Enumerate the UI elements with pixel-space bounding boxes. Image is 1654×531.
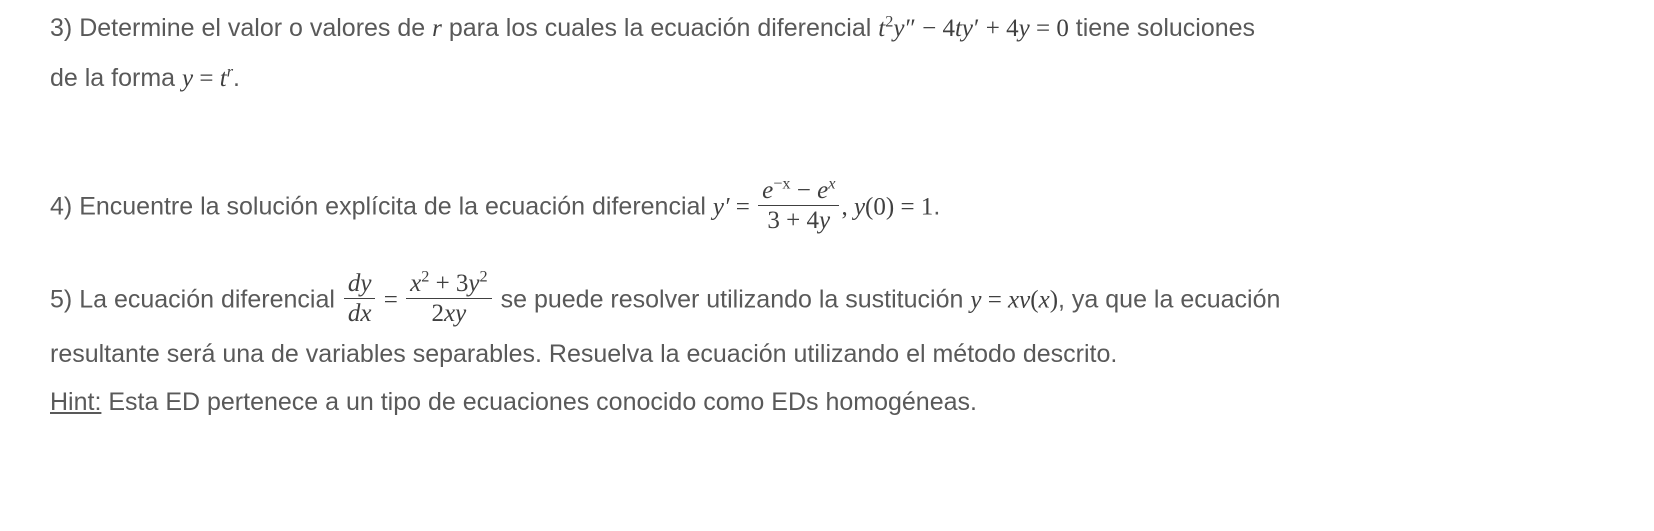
eq4n-minus: − — [791, 177, 818, 204]
eq4d-y: y — [819, 207, 830, 234]
eq4d-3: 3 — [767, 207, 780, 234]
eq4d-4: 4 — [807, 207, 820, 234]
problem-3-var-r: r — [432, 15, 442, 42]
eq5n-2b: 2 — [480, 267, 488, 285]
problem-5-rhs-num: x2 + 3y2 — [406, 270, 492, 300]
problem-5: 5) La ecuación diferencial dydx = x2 + 3… — [50, 272, 1604, 428]
eq5s-y: y — [970, 286, 981, 313]
eq3b-t: t — [220, 65, 227, 92]
problem-5-hint-label: Hint: — [50, 388, 101, 416]
problem-4-text-1: Encuentre la solución explícita de la ec… — [79, 192, 713, 220]
eq5d-y: y — [455, 300, 466, 327]
eq3-y2: y — [962, 15, 973, 42]
eq5s-v: v — [1019, 286, 1030, 313]
eq5n-plus: + — [429, 270, 456, 297]
problem-4-frac-den: 3 + 4y — [758, 206, 839, 235]
eq3-dprime: ″ — [904, 15, 915, 42]
eq5n-3: 3 — [456, 270, 469, 297]
problem-5-eq: = — [377, 286, 404, 313]
problem-5-rhs-frac: x2 + 3y22xy — [404, 270, 494, 328]
eq5s-eq: = — [981, 286, 1008, 313]
problem-5-line2: resultante será una de variables separab… — [50, 340, 1117, 368]
eq4-ic-y: y — [854, 193, 865, 220]
eq5d-2: 2 — [432, 300, 445, 327]
problem-4-eq: = — [729, 193, 756, 220]
problem-4-lhs: y′ — [713, 193, 730, 220]
eq4-ic-0: 0 — [873, 193, 886, 220]
problem-3-text-1: Determine el valor o valores de — [79, 14, 432, 42]
eq4n-e2: e — [817, 177, 828, 204]
problem-3-text-2: para los cuales la ecuación diferencial — [442, 14, 878, 42]
eq4n-negx-t: −x — [773, 174, 790, 192]
eq3b-y: y — [182, 65, 193, 92]
eq3-plus: + — [980, 15, 1007, 42]
problem-4-frac-num: e−x − ex — [758, 177, 839, 207]
eq3-minus1: − — [916, 15, 943, 42]
eq3-y3: y — [1019, 15, 1030, 42]
problem-3-line2-text: de la forma — [50, 64, 182, 92]
eq5s-o: ( — [1030, 286, 1038, 313]
eq3-y1: y — [893, 15, 904, 42]
eq5n-y: y — [468, 270, 479, 297]
problem-5-text-3: , ya que la ecuación — [1058, 285, 1280, 313]
problem-3-equation: t2y″ − 4ty′ + 4y = 0 — [878, 15, 1069, 42]
problem-4-period: . — [933, 192, 940, 220]
eq3-four2: 4 — [1006, 15, 1019, 42]
problem-4: 4) Encuentre la solución explícita de la… — [50, 179, 1604, 237]
eq3b-eq: = — [193, 65, 220, 92]
eq3-t2: t — [955, 15, 962, 42]
problem-3-number: 3) — [50, 14, 72, 42]
problem-4-ic: y(0) = 1 — [854, 193, 933, 220]
problem-5-text-2: se puede resolver utilizando la sustituc… — [494, 285, 971, 313]
eq5d-x: x — [444, 300, 455, 327]
problem-5-rhs-den: 2xy — [406, 299, 492, 328]
eq4n-negx: −x — [773, 174, 790, 192]
problem-3: 3) Determine el valor o valores de r par… — [50, 4, 1604, 104]
document-page: 3) Determine el valor o valores de r par… — [0, 0, 1654, 531]
eq4-ic-c: ) — [886, 193, 894, 220]
eq4d-plus: + — [780, 207, 807, 234]
eq4n-e1: e — [762, 177, 773, 204]
eq4-lhs-y: y′ — [713, 193, 730, 220]
problem-4-fraction: e−x − ex3 + 4y — [756, 177, 841, 235]
eq4n-x: x — [828, 174, 835, 192]
eq4-ic-eq1: = 1 — [894, 193, 933, 220]
problem-5-number: 5) — [50, 285, 72, 313]
problem-5-subst: y = xv(x) — [970, 286, 1058, 313]
problem-3-period: . — [233, 64, 240, 92]
problem-3-text-3: tiene soluciones — [1069, 14, 1255, 42]
eq5s-c: ) — [1050, 286, 1058, 313]
eq5s-x2: x — [1039, 286, 1050, 313]
problem-5-lhs-frac: dydx — [342, 270, 378, 328]
eq5-lhs-num: dy — [344, 270, 376, 300]
eq3-four1: 4 — [942, 15, 955, 42]
eq3-eq0: = 0 — [1030, 15, 1069, 42]
eq5s-x: x — [1008, 286, 1019, 313]
problem-4-comma: , — [841, 193, 854, 220]
eq5n-x: x — [410, 270, 421, 297]
problem-5-text-1: La ecuación diferencial — [79, 285, 342, 313]
eq5-lhs-den: dx — [344, 299, 376, 328]
problem-4-number: 4) — [50, 192, 72, 220]
problem-5-hint-text: Esta ED pertenece a un tipo de ecuacione… — [101, 388, 977, 416]
problem-3-sol-form: y = tr — [182, 65, 233, 92]
